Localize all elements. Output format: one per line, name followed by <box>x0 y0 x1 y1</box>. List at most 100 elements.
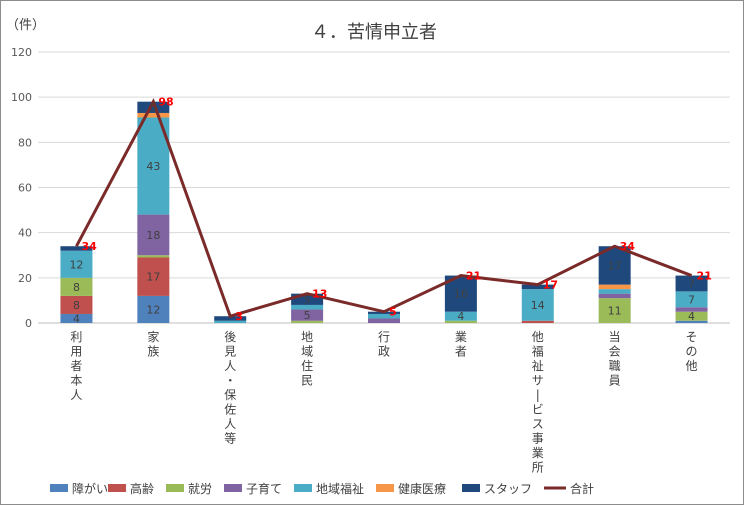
x-category-char: 域 <box>301 345 313 359</box>
x-category-char: 行 <box>378 330 390 344</box>
data-label: 17 <box>608 259 622 272</box>
bar-segment <box>214 316 247 321</box>
bar-segment <box>675 311 708 321</box>
x-category-char: ス <box>532 417 544 431</box>
bar-segment <box>60 246 93 251</box>
x-category-char: 所 <box>532 461 544 475</box>
x-category-char: 族 <box>147 345 159 359</box>
x-category-label: 行政 <box>378 330 390 359</box>
y-tick-label: 20 <box>18 272 32 285</box>
bar-segment <box>291 320 324 323</box>
legend-label: 地域福祉 <box>316 481 364 496</box>
bar-segment <box>137 255 170 258</box>
x-category-char: 用 <box>70 345 82 359</box>
legend-label: 障がい <box>72 481 108 496</box>
bar-segment <box>521 320 554 323</box>
bar-segment <box>291 309 324 321</box>
x-category-char: 会 <box>609 345 621 359</box>
data-label: 5 <box>304 293 311 306</box>
x-category-char: 員 <box>609 374 621 388</box>
legend-swatch <box>294 484 312 492</box>
legend-swatch <box>224 484 242 492</box>
x-category-char: ビ <box>532 403 544 417</box>
total-label: 13 <box>312 288 327 301</box>
x-category-label: 当会職員 <box>609 330 621 388</box>
bar-segment <box>60 250 93 278</box>
data-label: 14 <box>531 299 545 312</box>
bar-segment <box>675 275 708 292</box>
x-category-char: そ <box>686 330 698 344</box>
bar-segment <box>137 101 170 113</box>
data-label: 17 <box>146 271 160 284</box>
y-tick-label: 0 <box>25 317 32 330</box>
bar-segment <box>521 289 554 321</box>
x-category-char: 見 <box>224 345 236 359</box>
x-category-char: 当 <box>609 330 621 344</box>
bar-segment <box>60 277 93 296</box>
legend-swatch <box>108 484 126 492</box>
total-label: 21 <box>697 270 712 283</box>
legend-label: 健康医療 <box>398 481 446 496</box>
data-label: 4 <box>457 310 464 323</box>
data-label: 43 <box>146 160 160 173</box>
x-category-char: 他 <box>532 330 544 344</box>
x-category-label: 他福祉サ|ビス事業所 <box>532 330 544 475</box>
x-category-char: 利 <box>70 330 82 344</box>
data-label: 4 <box>73 312 80 325</box>
x-category-char: 職 <box>609 359 621 373</box>
legend-label: 子育て <box>246 481 282 496</box>
bar-segment <box>598 298 631 323</box>
x-category-char: 政 <box>378 345 390 359</box>
bar-segment <box>444 311 477 321</box>
x-category-char: 後 <box>224 330 236 344</box>
x-category-label: その他 <box>686 330 698 373</box>
chart-title: ４．苦情申立者 <box>311 22 437 43</box>
total-label: 34 <box>81 240 97 253</box>
legend-swatch <box>462 484 480 492</box>
bar-segment <box>444 320 477 323</box>
bar-segment <box>675 307 708 312</box>
bar-segment <box>137 257 170 296</box>
total-label: 3 <box>235 310 243 323</box>
x-category-char: 人 <box>70 388 82 402</box>
legend-label: 高齢 <box>130 481 154 496</box>
bar-segment <box>675 291 708 308</box>
x-category-char: 他 <box>686 359 698 373</box>
bar-segment <box>137 214 170 256</box>
bar-segment <box>60 313 93 323</box>
data-label: 16 <box>454 288 468 301</box>
data-label: 7 <box>688 293 695 306</box>
total-label: 5 <box>389 306 397 319</box>
legend-label: 就労 <box>188 482 212 496</box>
data-label: 12 <box>69 258 83 271</box>
y-tick-label: 40 <box>18 227 32 240</box>
legend-swatch <box>166 484 184 492</box>
x-category-char: 佐 <box>224 403 236 417</box>
bar-segment <box>598 284 631 290</box>
x-category-char: 住 <box>301 359 313 373</box>
bar-segment <box>291 293 324 305</box>
x-category-char: 者 <box>70 359 82 373</box>
x-category-char: 者 <box>455 345 467 359</box>
bar-segment <box>137 295 170 323</box>
total-label: 98 <box>158 96 173 109</box>
data-label: 8 <box>73 299 80 312</box>
data-label: 4 <box>688 310 695 323</box>
x-category-label: 家族 <box>147 329 159 359</box>
x-category-char: 家 <box>147 329 159 344</box>
x-category-char: 祉 <box>532 359 544 373</box>
bar-segment <box>214 320 247 323</box>
x-category-char: 業 <box>532 446 544 460</box>
x-category-char: 本 <box>70 374 82 388</box>
y-tick-label: 60 <box>18 182 32 195</box>
x-category-char: ・ <box>224 374 236 388</box>
data-label: 7 <box>688 277 695 290</box>
x-category-char: 業 <box>455 330 467 344</box>
total-label: 21 <box>466 270 481 283</box>
total-label: 17 <box>543 279 558 292</box>
data-label: 11 <box>608 305 622 318</box>
x-category-char: 人 <box>224 359 236 373</box>
legend-swatch <box>376 484 394 492</box>
